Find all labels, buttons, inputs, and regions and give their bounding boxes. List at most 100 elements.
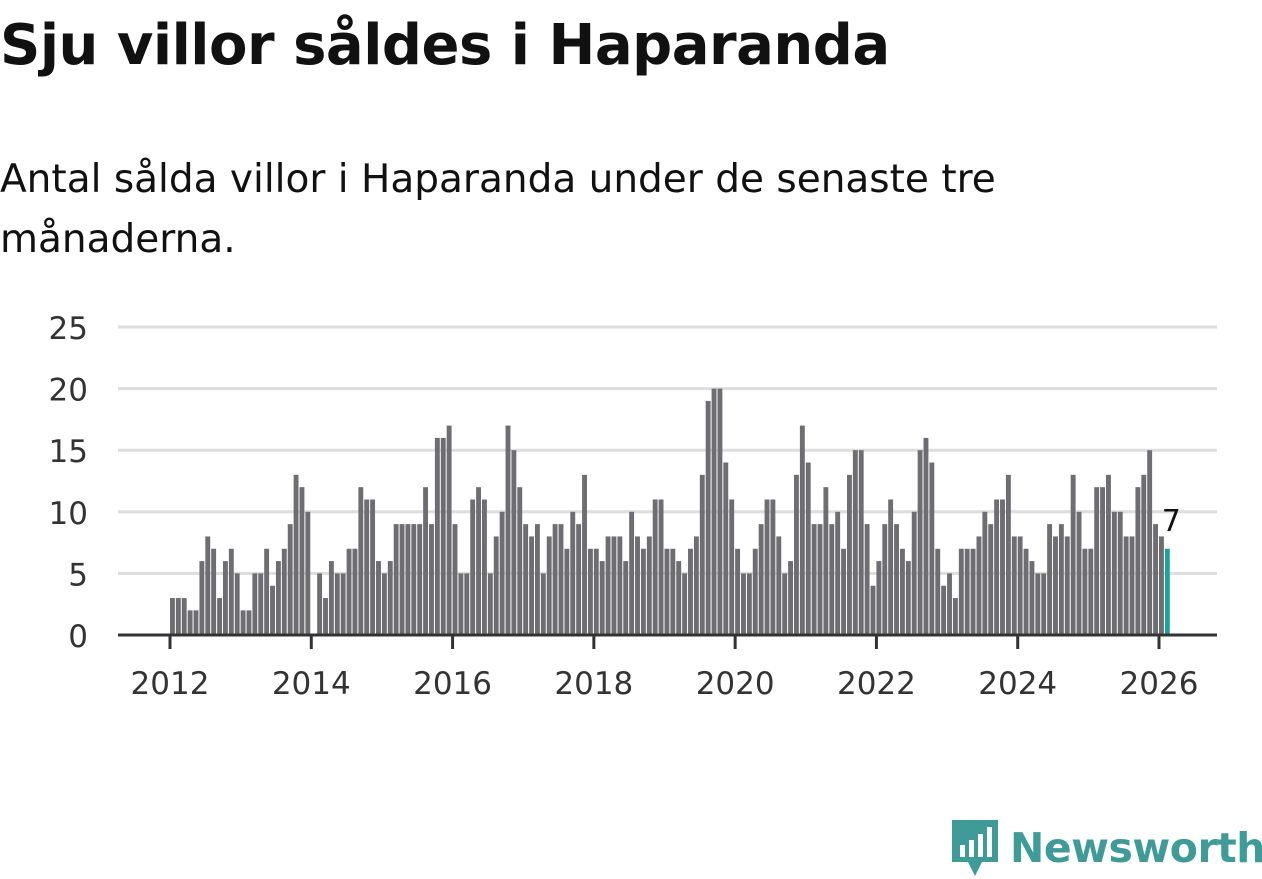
bar xyxy=(976,536,982,635)
bar xyxy=(770,499,776,635)
bar xyxy=(281,548,287,635)
bar xyxy=(652,499,658,635)
x-tick-label: 2018 xyxy=(554,666,633,702)
bar xyxy=(323,598,328,635)
bar xyxy=(1017,536,1023,635)
bar xyxy=(364,499,370,635)
bar xyxy=(393,524,399,635)
y-tick-label: 25 xyxy=(49,311,88,347)
bar xyxy=(222,561,228,635)
bar xyxy=(705,400,711,635)
bar xyxy=(970,548,976,635)
bar xyxy=(376,561,381,635)
x-tick-label: 2024 xyxy=(978,666,1057,702)
bar xyxy=(676,561,682,635)
bar xyxy=(305,511,311,635)
bar xyxy=(741,573,746,635)
bar xyxy=(523,524,529,635)
bar xyxy=(1135,487,1141,635)
bar xyxy=(764,499,770,635)
bar xyxy=(246,610,252,635)
bar xyxy=(1064,536,1070,635)
bar xyxy=(729,499,735,635)
y-tick-label: 20 xyxy=(49,373,88,409)
bar xyxy=(487,573,493,635)
bar xyxy=(688,548,693,635)
bar xyxy=(699,474,705,635)
bar xyxy=(899,548,905,635)
bar xyxy=(546,536,552,635)
bar xyxy=(570,511,576,635)
y-tick-label: 15 xyxy=(49,434,88,470)
bar xyxy=(476,487,482,635)
bar xyxy=(1123,536,1129,635)
bar xyxy=(205,536,211,635)
bar xyxy=(217,598,222,635)
bar xyxy=(511,450,517,635)
bar xyxy=(817,524,823,635)
bar xyxy=(228,548,234,635)
bar xyxy=(658,499,664,635)
bar xyxy=(852,450,858,635)
bar xyxy=(829,524,835,635)
bar xyxy=(929,462,935,635)
bars xyxy=(170,388,1170,635)
bar xyxy=(894,524,899,635)
bar xyxy=(599,561,605,635)
bar-highlight xyxy=(1164,548,1170,635)
bar xyxy=(911,511,917,635)
chart-title: Sju villor såldes i Haparanda xyxy=(0,13,890,78)
bar xyxy=(923,437,929,635)
bar xyxy=(552,524,558,635)
bar xyxy=(841,548,846,635)
bar xyxy=(1100,487,1106,635)
bar xyxy=(693,536,699,635)
bar xyxy=(752,548,758,635)
bar xyxy=(870,585,876,635)
bar xyxy=(1005,474,1011,635)
bar xyxy=(664,548,670,635)
bar xyxy=(982,511,988,635)
bar xyxy=(399,524,405,635)
x-tick-label: 2026 xyxy=(1120,666,1199,702)
bar xyxy=(776,536,782,635)
bar xyxy=(864,524,870,635)
bar xyxy=(905,561,911,635)
bar xyxy=(1129,536,1135,635)
bar xyxy=(458,573,464,635)
bar xyxy=(411,524,417,635)
bar xyxy=(858,450,864,635)
bar xyxy=(358,487,364,635)
bar xyxy=(1058,524,1064,635)
bar-chart: 0 5 10 15 20 25 2012 2014 2016 2018 2020 2022 2024 20… xyxy=(49,311,1217,702)
bar xyxy=(629,511,635,635)
bar xyxy=(493,536,499,635)
bar xyxy=(517,487,523,635)
bar xyxy=(646,536,652,635)
bar xyxy=(1117,511,1123,635)
bar xyxy=(387,561,393,635)
bar xyxy=(723,462,729,635)
bar xyxy=(941,585,947,635)
bar xyxy=(788,561,794,635)
bar xyxy=(1000,499,1005,635)
bar xyxy=(1035,573,1041,635)
bar xyxy=(293,474,299,635)
bar xyxy=(952,598,958,635)
bar xyxy=(346,548,352,635)
x-tick-label: 2014 xyxy=(272,666,351,702)
bar xyxy=(958,548,964,635)
bar xyxy=(582,474,587,635)
x-tick-label: 2012 xyxy=(131,666,210,702)
bar xyxy=(1141,474,1147,635)
bar xyxy=(805,462,811,635)
bar xyxy=(717,388,723,635)
bar xyxy=(811,524,817,635)
bar xyxy=(434,437,440,635)
bar xyxy=(464,573,470,635)
bar xyxy=(193,610,199,635)
bar xyxy=(1153,524,1158,635)
bar xyxy=(440,437,446,635)
bar xyxy=(682,573,688,635)
bar xyxy=(181,598,187,635)
